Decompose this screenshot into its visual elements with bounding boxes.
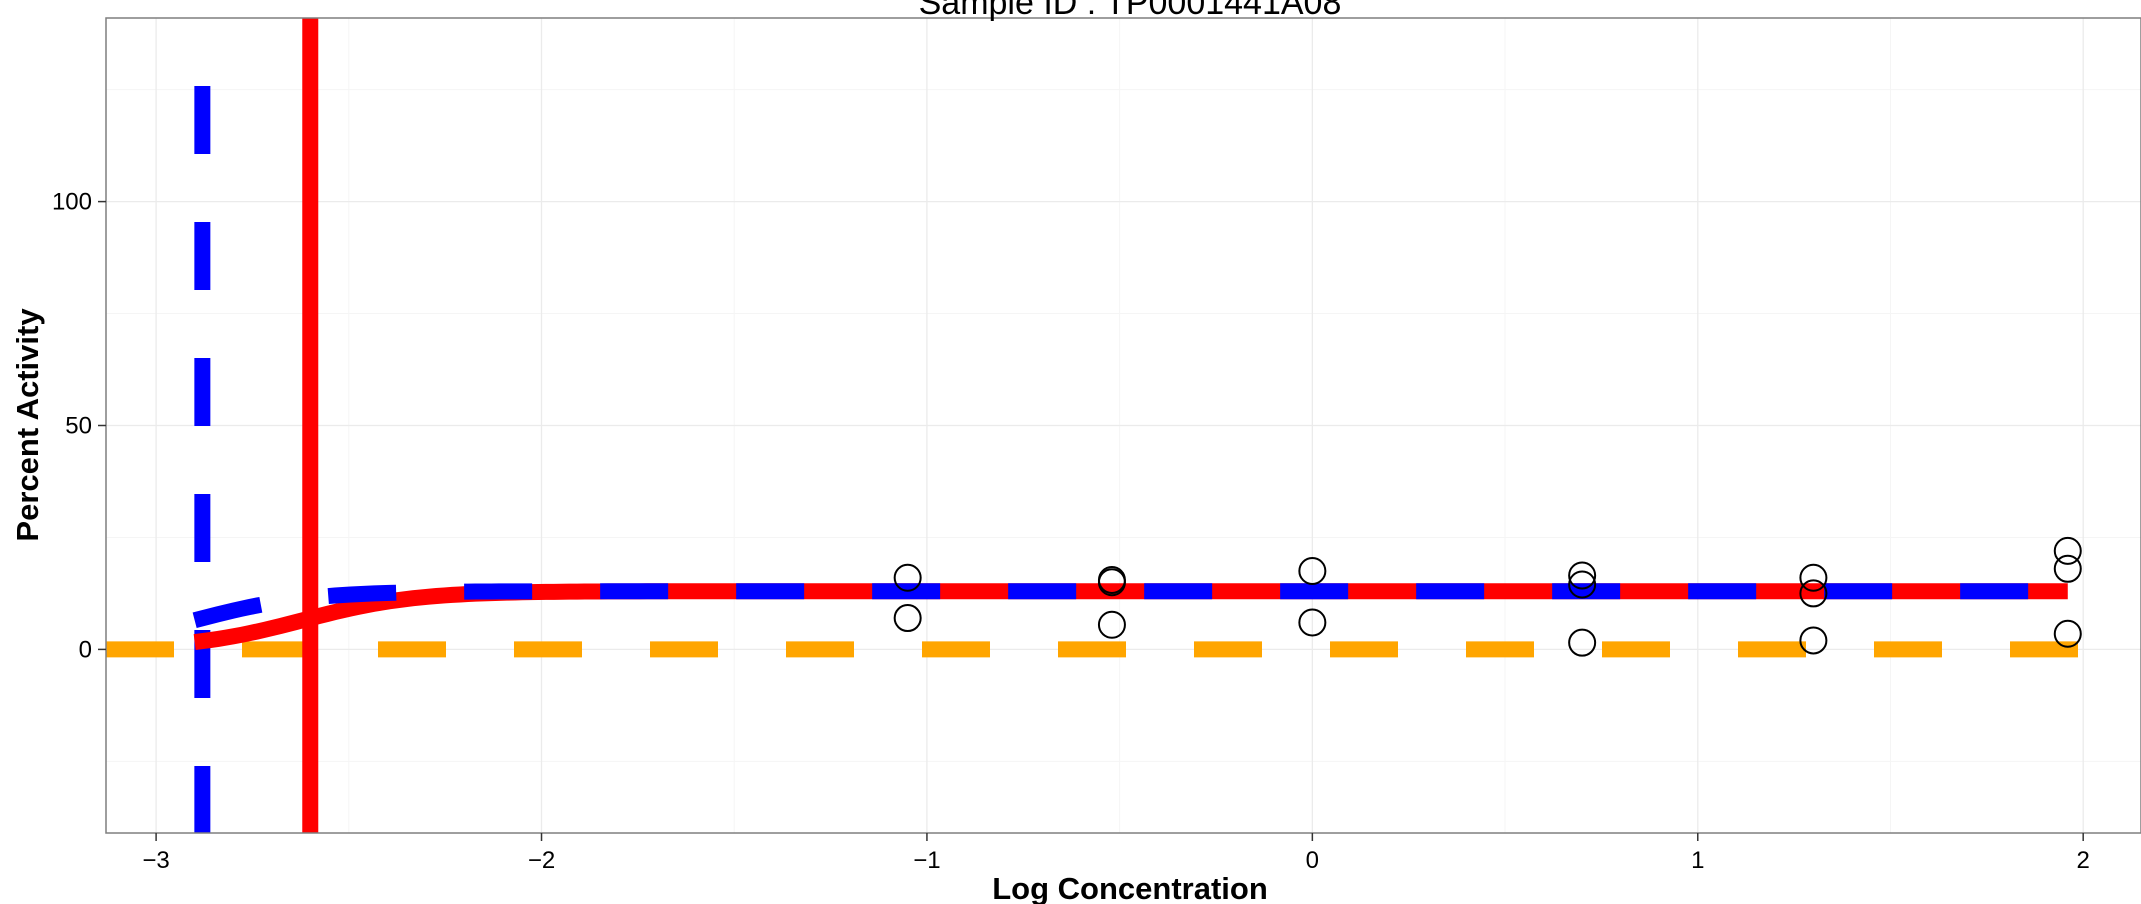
data-point (1799, 626, 1828, 655)
dashed-fit-curve (192, 583, 2068, 629)
data-point (2053, 619, 2082, 648)
series-layer (106, 18, 2141, 833)
x-tick-label: 1 (1691, 847, 1704, 874)
x-tick-label: 2 (2077, 847, 2090, 874)
data-point (1568, 628, 1597, 657)
data-points (893, 536, 2082, 657)
data-point (893, 563, 922, 592)
data-point (1097, 568, 1126, 597)
x-tick-label: −3 (142, 847, 169, 874)
y-tick-label: 0 (79, 636, 92, 663)
x-axis-title: Log Concentration (992, 871, 1268, 904)
y-tick-label: 50 (65, 413, 92, 440)
axis-ticks (98, 200, 2084, 841)
tick-labels: −3 −2 −1 0 1 2 0 50 100 (52, 189, 2090, 874)
data-point (2053, 554, 2082, 583)
data-point (1799, 563, 1828, 592)
x-tick-label: −1 (913, 847, 940, 874)
data-point (893, 604, 922, 633)
data-point (1568, 561, 1597, 590)
x-tick-label: −2 (528, 847, 555, 874)
data-point (1298, 608, 1327, 637)
data-point (1097, 610, 1126, 639)
chart-title: Sample ID : TP0001441A08 (919, 0, 1342, 22)
data-point (2053, 536, 2082, 565)
data-point (1799, 579, 1828, 608)
data-point (1568, 570, 1597, 599)
data-point (1298, 557, 1327, 586)
x-tick-label: 0 (1306, 847, 1319, 874)
y-axis-title: Percent Activity (10, 308, 45, 542)
y-tick-label: 100 (52, 189, 92, 216)
